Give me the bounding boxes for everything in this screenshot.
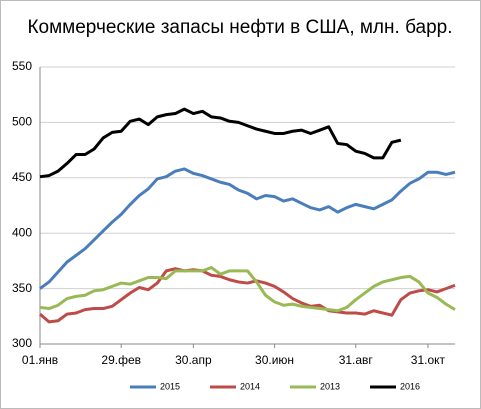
line-series [39, 266, 456, 313]
legend-label: 2016 [400, 381, 420, 391]
legend-label: 2015 [160, 381, 180, 391]
x-tick-label: 31.авг [339, 353, 374, 367]
y-tick-label: 400 [12, 225, 32, 239]
x-tick-label: 29.фев [101, 353, 141, 367]
y-tick-label: 350 [12, 281, 32, 295]
x-tick-label: 01.янв [22, 353, 58, 367]
y-tick-label: 300 [12, 336, 32, 350]
x-tick-label: 30.июн [255, 353, 294, 367]
y-tick-label: 450 [12, 170, 32, 184]
x-tick-label: 31.окт [411, 353, 446, 367]
y-tick-label: 500 [12, 115, 32, 129]
legend-label: 2013 [320, 381, 340, 391]
x-tick-label: 30.апр [175, 353, 212, 367]
line-series [39, 267, 456, 324]
legend-label: 2014 [240, 381, 260, 391]
line-series [39, 107, 402, 179]
y-tick-label: 550 [12, 59, 32, 73]
line-series [39, 167, 456, 290]
chart-title: Коммерческие запасы нефти в США, млн. ба… [27, 17, 452, 38]
